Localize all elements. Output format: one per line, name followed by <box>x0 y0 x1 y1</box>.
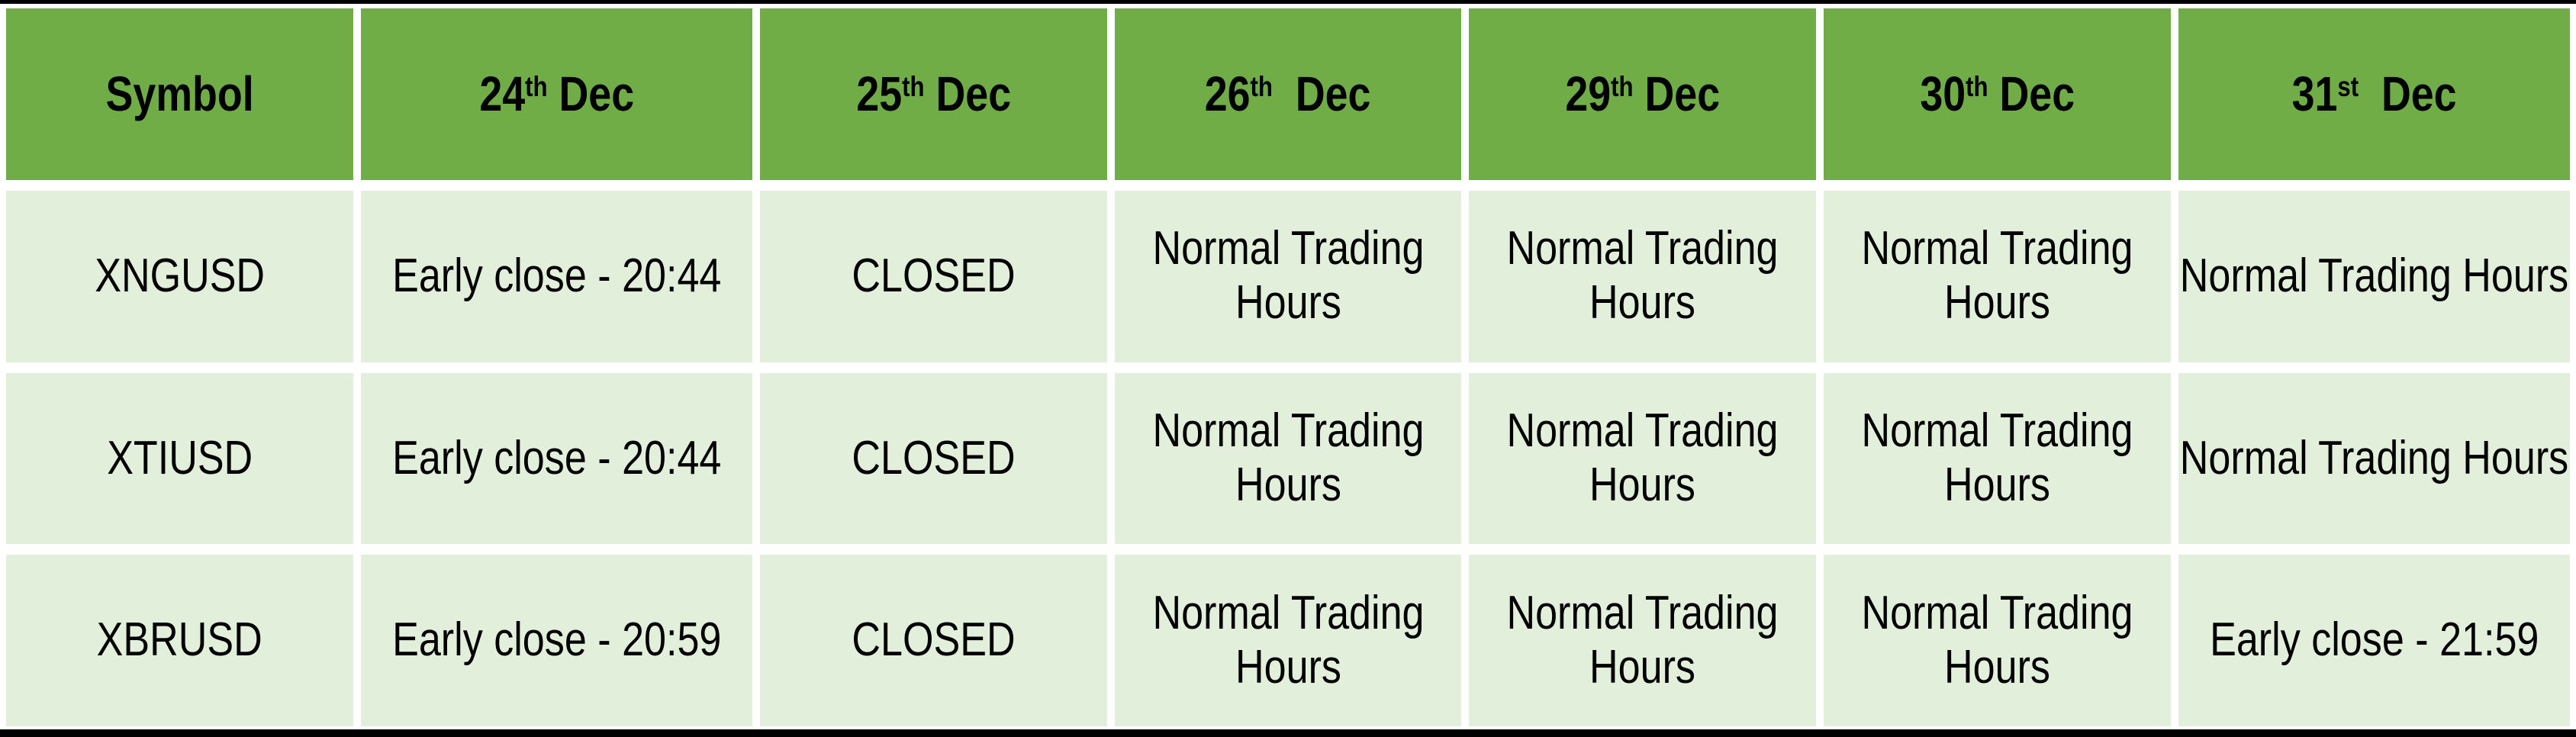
schedule-cell: Early close - 20:44 <box>360 372 753 545</box>
schedule-cell: Normal Trading Hours <box>2178 190 2570 362</box>
ordinal-suffix: th <box>1250 70 1274 103</box>
ordinal-suffix: th <box>1965 70 1988 103</box>
schedule-value: Normal Trading Hours <box>1506 586 1779 694</box>
schedule-cell: Early close - 20:44 <box>360 190 753 362</box>
header-cell-date-25: 25th Dec <box>760 8 1107 180</box>
header-date-label: 29th Dec <box>1565 66 1720 121</box>
ordinal-suffix: th <box>901 70 925 103</box>
header-cell-date-26: 26th Dec <box>1114 8 1462 180</box>
header-date-label: 26th Dec <box>1205 66 1371 121</box>
schedule-cell: Normal Trading Hours <box>2178 372 2570 545</box>
schedule-value: CLOSED <box>852 431 1016 484</box>
symbol-cell-xtiusd: XTIUSD <box>6 372 353 545</box>
header-cell-symbol: Symbol <box>6 8 353 180</box>
header-cell-date-24: 24th Dec <box>360 8 753 180</box>
schedule-cell: Early close - 20:59 <box>360 555 753 726</box>
header-date-label: 30th Dec <box>1919 66 2075 121</box>
symbol-cell-xbrusd: XBRUSD <box>6 555 353 726</box>
schedule-value: Normal Trading Hours <box>1151 404 1424 511</box>
schedule-value: Early close - 20:44 <box>391 431 722 484</box>
schedule-value: Normal Trading Hours <box>1861 404 2133 511</box>
header-cell-date-30: 30th Dec <box>1823 8 2171 180</box>
schedule-value: Normal Trading Hours <box>1151 222 1424 330</box>
header-cell-date-31: 31st Dec <box>2178 8 2570 180</box>
header-date-label: 24th Dec <box>478 66 634 121</box>
schedule-value: Early close - 20:44 <box>391 249 722 302</box>
schedule-value: Normal Trading Hours <box>1151 586 1424 694</box>
schedule-value: Normal Trading Hours <box>1861 586 2133 694</box>
header-date-label: 25th Dec <box>855 66 1011 121</box>
schedule-cell: CLOSED <box>760 190 1107 362</box>
schedule-cell: Normal Trading Hours <box>1823 190 2171 362</box>
schedule-value: CLOSED <box>852 249 1016 302</box>
schedule-cell: Normal Trading Hours <box>1469 190 1816 362</box>
schedule-cell: Normal Trading Hours <box>1823 555 2171 726</box>
schedule-cell: Normal Trading Hours <box>1114 372 1462 545</box>
schedule-value: Normal Trading Hours <box>2179 431 2568 484</box>
schedule-cell: Early close - 21:59 <box>2178 555 2570 726</box>
ordinal-suffix: st <box>2337 70 2359 103</box>
symbol-label: XTIUSD <box>106 431 253 484</box>
header-date-label: 31st Dec <box>2291 66 2457 121</box>
schedule-value: Early close - 20:59 <box>391 613 722 667</box>
schedule-cell: Normal Trading Hours <box>1114 555 1462 726</box>
header-cell-date-29: 29th Dec <box>1469 8 1816 180</box>
schedule-value: Normal Trading Hours <box>1861 222 2133 330</box>
schedule-cell: Normal Trading Hours <box>1114 190 1462 362</box>
schedule-cell: Normal Trading Hours <box>1469 555 1816 726</box>
schedule-value: CLOSED <box>852 613 1016 667</box>
ordinal-suffix: th <box>1611 70 1634 103</box>
ordinal-suffix: th <box>524 70 548 103</box>
schedule-cell: CLOSED <box>760 372 1107 545</box>
schedule-value: Normal Trading Hours <box>1506 404 1779 511</box>
schedule-value: Normal Trading Hours <box>2179 249 2568 302</box>
schedule-value: Early close - 21:59 <box>2209 613 2539 667</box>
schedule-cell: Normal Trading Hours <box>1469 372 1816 545</box>
schedule-cell: CLOSED <box>760 555 1107 726</box>
schedule-cell: Normal Trading Hours <box>1823 372 2171 545</box>
symbol-label: XNGUSD <box>94 249 265 302</box>
header-symbol-label: Symbol <box>105 66 254 121</box>
symbol-label: XBRUSD <box>96 613 262 667</box>
symbol-cell-xngusd: XNGUSD <box>6 190 353 362</box>
table-grid: Symbol 24th Dec 25th Dec 26th Dec 29th D… <box>6 8 2570 726</box>
schedule-value: Normal Trading Hours <box>1506 222 1779 330</box>
